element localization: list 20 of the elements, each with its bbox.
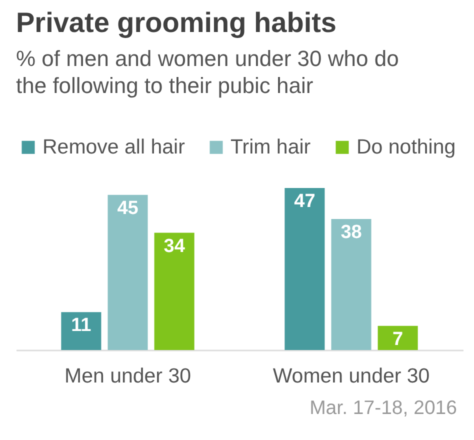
- data-label: 38: [340, 222, 362, 244]
- legend-label: Remove all hair: [42, 135, 186, 158]
- legend-label: Trim hair: [230, 135, 311, 158]
- bar: [284, 188, 325, 350]
- x-tick-label: Women under 30: [272, 364, 430, 388]
- bar: [61, 312, 102, 350]
- data-label: 34: [164, 236, 186, 257]
- data-label: 11: [71, 315, 92, 336]
- data-label: 47: [294, 191, 316, 212]
- chart-title: Private grooming habits: [16, 7, 336, 38]
- text: Mar. 17-18, 2016: [310, 397, 457, 419]
- bar: [154, 232, 194, 350]
- data-label: 45: [117, 198, 139, 219]
- chart-subtitle: % of men and women under 30 who do the following to their pubic hair: [16, 46, 399, 98]
- bar: [108, 194, 148, 350]
- x-tick-label: Men under 30: [64, 364, 192, 388]
- data-label: 7: [392, 328, 404, 350]
- legend-label: Do nothing: [356, 135, 456, 158]
- bar: [331, 219, 372, 350]
- bar: [378, 326, 418, 350]
